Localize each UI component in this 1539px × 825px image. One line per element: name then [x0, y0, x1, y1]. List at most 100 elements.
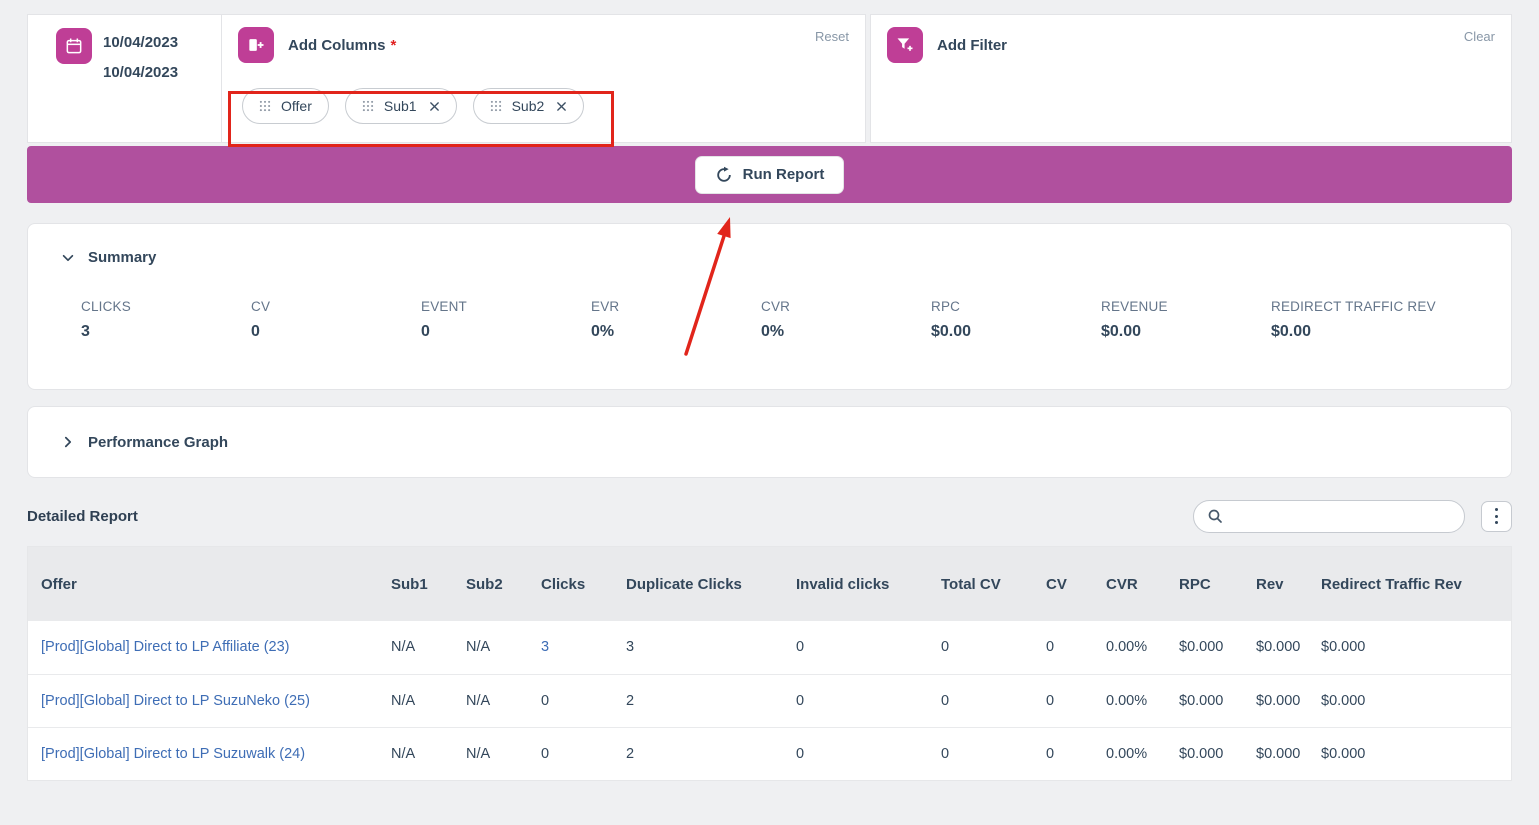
run-report-button[interactable]: Run Report — [694, 155, 845, 194]
column-header: CV — [1046, 575, 1067, 593]
metric-value: $0.00 — [1271, 323, 1312, 340]
table-cell: $0.000 — [1179, 745, 1224, 762]
summary-title: Summary — [88, 249, 157, 266]
performance-graph-toggle[interactable]: Performance Graph — [61, 434, 228, 451]
add-filter-title: Add Filter — [937, 36, 1007, 54]
metric-label: REDIRECT TRAFFIC REV — [1271, 299, 1436, 314]
column-header: Sub2 — [466, 575, 503, 593]
table-body: [Prod][Global] Direct to LP Affiliate (2… — [28, 621, 1511, 780]
column-header: Invalid clicks — [796, 575, 890, 593]
date-range-values: 10/04/2023 10/04/2023 — [103, 28, 178, 88]
table-cell: $0.000 — [1179, 692, 1224, 709]
metric-revenue: REVENUE $0.00 — [1101, 299, 1271, 341]
search-box[interactable] — [1193, 499, 1465, 533]
metric-value: 0 — [251, 323, 260, 340]
run-report-label: Run Report — [742, 166, 825, 183]
metric-evr: EVR 0% — [591, 299, 761, 341]
required-marker: * — [390, 36, 397, 54]
table-cell: 0 — [796, 745, 805, 762]
start-date[interactable]: 10/04/2023 — [103, 34, 179, 51]
add-filter-header: Add Filter Clear — [887, 27, 1495, 63]
chip-label: Offer — [281, 98, 312, 114]
chip-label: Sub2 — [511, 98, 545, 114]
metric-label: EVENT — [421, 299, 468, 314]
table-cell: 0 — [941, 745, 950, 762]
calendar-icon — [56, 28, 92, 64]
table-cell: 0 — [941, 692, 950, 709]
performance-graph-title: Performance Graph — [88, 433, 229, 451]
add-filter-panel: Add Filter Clear — [870, 14, 1512, 143]
column-header: Offer — [41, 575, 77, 593]
table-cell: $0.000 — [1256, 692, 1301, 709]
date-range-picker[interactable]: 10/04/2023 10/04/2023 — [27, 14, 222, 143]
column-header: Duplicate Clicks — [626, 575, 742, 593]
table-cell: 3 — [626, 639, 635, 656]
search-input[interactable] — [1232, 508, 1451, 524]
table-cell: $0.000 — [1321, 745, 1366, 762]
metric-value: 0 — [421, 323, 430, 340]
metric-label: EVR — [591, 299, 620, 314]
metric-event: EVENT 0 — [421, 299, 591, 341]
metric-redirect-traffic-rev: REDIRECT TRAFFIC REV $0.00 — [1271, 299, 1436, 341]
detailed-report-title: Detailed Report — [27, 507, 138, 525]
column-header: Sub1 — [391, 575, 428, 593]
table-cell: N/A — [466, 745, 491, 762]
offer-link[interactable]: [Prod][Global] Direct to LP Suzuwalk (24… — [41, 745, 306, 762]
column-header: Clicks — [541, 575, 586, 593]
metric-value: 3 — [81, 323, 90, 340]
add-columns-panel: Add Columns * Reset Offer — [221, 14, 866, 143]
table-cell: 2 — [626, 692, 635, 709]
refresh-icon — [716, 166, 731, 182]
report-controls-row: 10/04/2023 10/04/2023 Add Columns * Reset — [27, 14, 1512, 143]
end-date[interactable]: 10/04/2023 — [103, 64, 179, 81]
clear-button[interactable]: Clear — [1463, 29, 1495, 44]
offer-link[interactable]: [Prod][Global] Direct to LP SuzuNeko (25… — [41, 692, 310, 709]
table-row: [Prod][Global] Direct to LP Affiliate (2… — [28, 621, 1511, 674]
add-columns-title: Add Columns * — [288, 36, 397, 54]
table-cell: N/A — [391, 639, 416, 656]
table-row: [Prod][Global] Direct to LP SuzuNeko (25… — [28, 674, 1511, 727]
offer-link[interactable]: [Prod][Global] Direct to LP Affiliate (2… — [41, 639, 290, 656]
remove-chip-icon[interactable] — [556, 101, 567, 112]
table-cell: 0 — [1046, 692, 1055, 709]
table-cell: 0 — [941, 639, 950, 656]
kebab-icon — [1495, 507, 1498, 526]
table-cell: 0 — [1046, 745, 1055, 762]
metric-value: $0.00 — [1101, 323, 1142, 340]
chevron-down-icon — [62, 254, 74, 261]
metric-value: 0% — [591, 323, 615, 340]
table-cell: 2 — [626, 745, 635, 762]
summary-metrics: CLICKS 3 CV 0 EVENT 0 EVR 0% CVR 0% RPC … — [81, 299, 1478, 341]
metric-label: CVR — [761, 299, 791, 314]
clicks-link[interactable]: 3 — [541, 639, 550, 656]
drag-handle-icon — [362, 100, 374, 112]
column-chips: Offer Sub1 — [242, 88, 849, 124]
run-report-bar: Run Report — [27, 146, 1512, 203]
table-cell: 0 — [541, 745, 550, 762]
metric-label: CLICKS — [81, 299, 131, 314]
table-row: [Prod][Global] Direct to LP Suzuwalk (24… — [28, 727, 1511, 780]
table-cell: N/A — [391, 692, 416, 709]
table-cell: N/A — [466, 692, 491, 709]
table-cell: 0 — [796, 692, 805, 709]
metric-rpc: RPC $0.00 — [931, 299, 1101, 341]
table-cell: $0.000 — [1256, 745, 1301, 762]
column-header: Rev — [1256, 575, 1284, 593]
performance-graph-card: Performance Graph — [27, 406, 1512, 478]
drag-handle-icon — [490, 100, 501, 112]
summary-card: Summary CLICKS 3 CV 0 EVENT 0 EVR 0% CVR… — [27, 223, 1512, 390]
column-chip-offer[interactable]: Offer — [242, 88, 329, 124]
table-cell: 0 — [541, 692, 550, 709]
table-cell: 0.00% — [1106, 639, 1148, 656]
column-chip-sub1[interactable]: Sub1 — [344, 88, 457, 124]
summary-toggle[interactable]: Summary — [61, 224, 156, 266]
reset-button[interactable]: Reset — [815, 29, 849, 44]
column-chip-sub2[interactable]: Sub2 — [472, 88, 585, 124]
remove-chip-icon[interactable] — [429, 101, 440, 112]
more-options-button[interactable] — [1481, 500, 1512, 532]
metric-value: $0.00 — [931, 323, 972, 340]
search-icon — [1208, 509, 1222, 523]
metric-label: REVENUE — [1101, 299, 1168, 314]
chevron-right-icon — [64, 436, 72, 448]
metric-cv: CV 0 — [251, 299, 421, 341]
